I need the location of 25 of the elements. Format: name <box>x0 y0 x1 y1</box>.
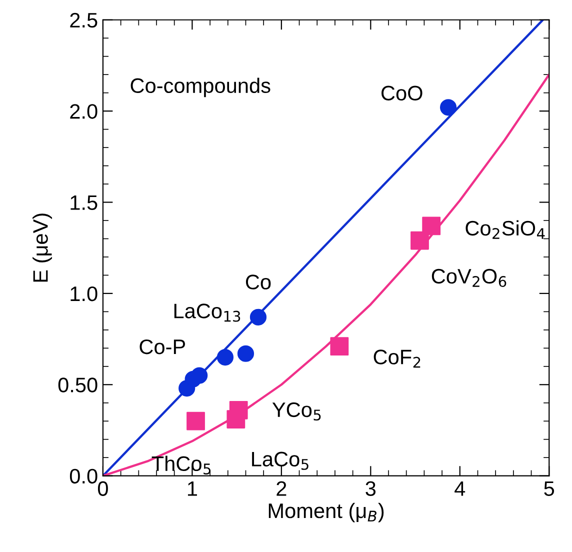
annotation: CoV$_{2}$O$_{6}$ <box>432 268 506 288</box>
x-tick-label: 1 <box>188 481 197 496</box>
y-tick-label: 1.5 <box>70 195 98 210</box>
annotation: CoF$_{2}$ <box>374 350 420 368</box>
annotation: ThCo$_{5}$ <box>152 456 210 474</box>
x-axis-title: Moment (μ$_{B}$) <box>268 502 384 522</box>
annotation: LaCo$_{5}$ <box>252 452 308 470</box>
annotation: Co <box>246 274 271 290</box>
x-tick-label: 2 <box>276 481 286 496</box>
x-tick-label: 0 <box>98 481 108 496</box>
y-tick-label: 2.5 <box>70 12 98 28</box>
y-tick-label: 0.0 <box>70 468 98 484</box>
x-tick-label: 4 <box>454 481 466 496</box>
y-axis-title: E (μeV) <box>32 214 52 282</box>
y-tick-label: 2.0 <box>70 104 98 119</box>
annotation: Co-P <box>140 339 186 354</box>
annotation: CoO <box>382 86 422 101</box>
x-tick-label: 5 <box>544 481 554 496</box>
x-tick-label: 3 <box>366 481 376 496</box>
annotation: LaCo$_{13}$ <box>174 304 240 322</box>
annotation: YCo$_{5}$ <box>272 402 321 421</box>
annotation: Co-compounds <box>130 78 270 98</box>
annotation: Co$_{2}$SiO$_{4}$ <box>466 220 545 239</box>
y-tick-label: 0.50 <box>58 378 98 392</box>
y-tick-label: 1.0 <box>70 286 98 302</box>
